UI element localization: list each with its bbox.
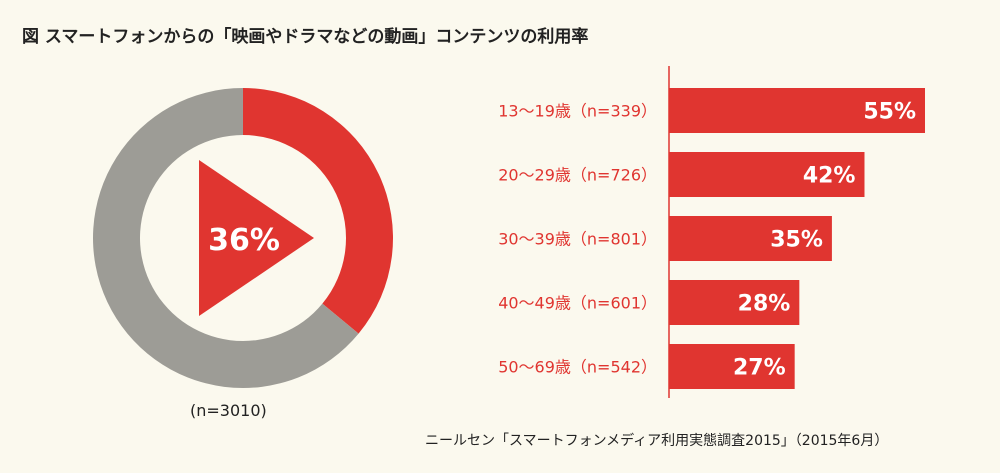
donut-chart: 36% (92, 88, 393, 388)
bar-value-label: 42% (803, 164, 856, 189)
bar-value-label: 55% (863, 100, 916, 125)
source-note: ニールセン「スマートフォンメディア利用実態調査2015」（2015年6月） (425, 433, 889, 449)
bar (669, 152, 865, 197)
bar (669, 344, 795, 389)
donut-slice-value (243, 88, 393, 334)
chart-title: 図 スマートフォンからの「映画やドラマなどの動画」コンテンツの利用率 (22, 27, 589, 47)
bar-value-label: 35% (770, 228, 823, 253)
bar (669, 216, 832, 261)
bar-chart: 55% 13〜19歳（n=339） 42% 20〜29歳（n=726） 35% 30〜39… (498, 66, 925, 398)
category-label: 20〜29歳（n=726） (498, 166, 657, 185)
donut-sample-size: (n=3010) (190, 401, 267, 420)
category-label: 30〜39歳（n=801） (498, 230, 657, 249)
category-label: 13〜19歳（n=339） (498, 102, 657, 121)
bar (669, 280, 800, 325)
bar-value-label: 27% (733, 356, 786, 381)
bar-value-label: 28% (738, 292, 791, 317)
category-label: 50〜69歳（n=542） (498, 358, 657, 377)
bar (669, 88, 925, 133)
category-label: 40〜49歳（n=601） (498, 294, 657, 313)
donut-value-label: 36% (208, 223, 280, 258)
play-icon (199, 160, 314, 316)
donut-slice-rest (92, 88, 359, 388)
